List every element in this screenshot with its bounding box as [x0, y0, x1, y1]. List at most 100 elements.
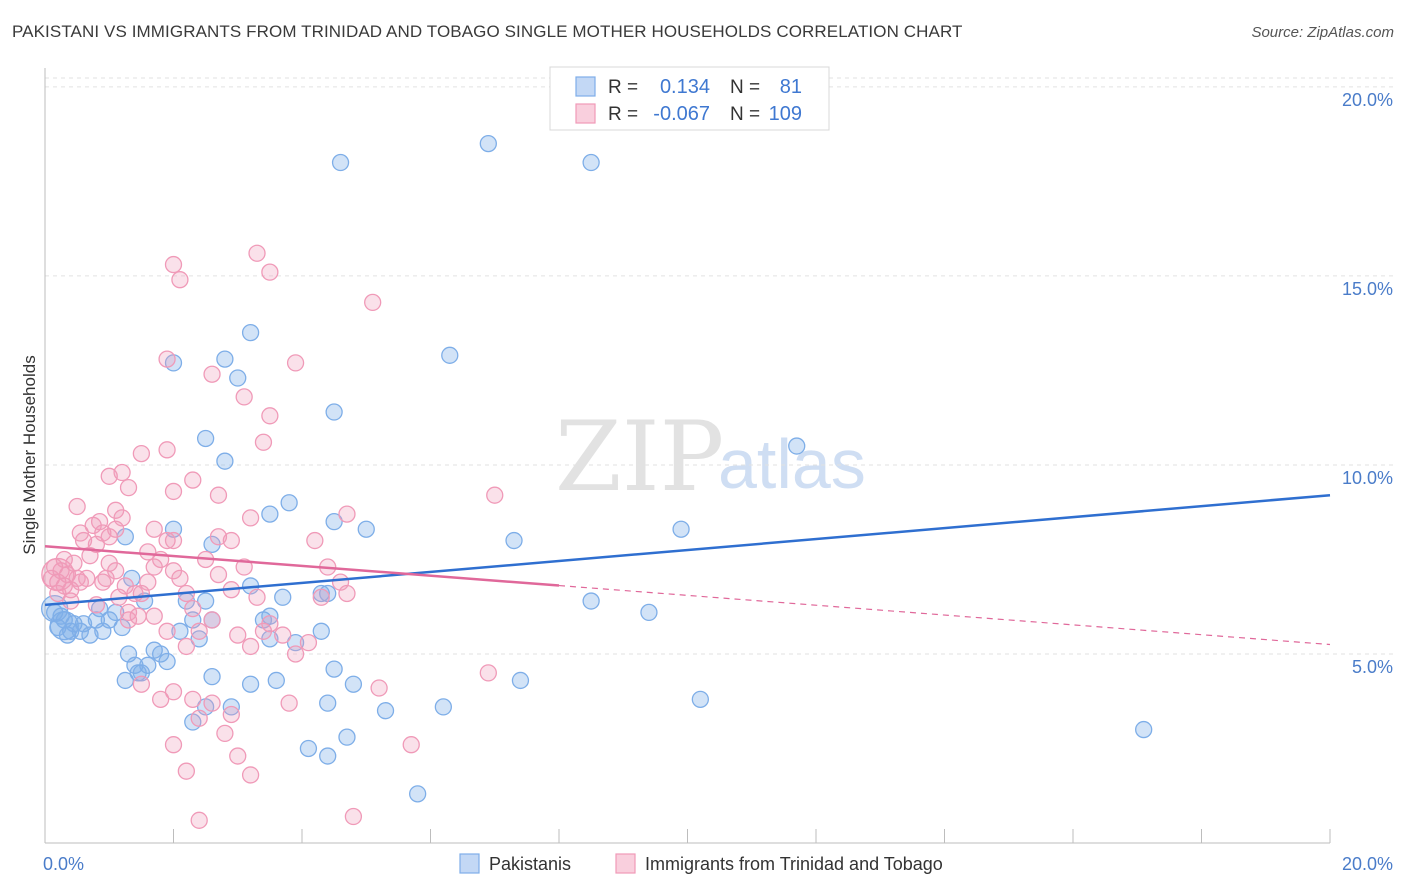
- chart-source: Source: ZipAtlas.com: [1251, 24, 1394, 41]
- trinidad-point: [139, 543, 157, 561]
- trinidad-point: [158, 350, 176, 368]
- pakistanis-point: [319, 747, 337, 765]
- pakistanis-point: [49, 610, 79, 641]
- legend-n-label-1: N =: [730, 77, 760, 98]
- trinidad-point: [229, 626, 247, 644]
- pakistanis-point: [299, 739, 318, 758]
- pakistanis-point: [1135, 720, 1153, 739]
- trinidad-point: [158, 441, 176, 459]
- pakistanis-point: [582, 153, 600, 172]
- trinidad-point: [222, 705, 240, 724]
- watermark-atlas: atlas: [718, 425, 866, 503]
- legend-swatch-trinidad: [575, 103, 596, 124]
- trinidad-point: [71, 524, 89, 542]
- trinidad-point: [364, 293, 382, 312]
- trinidad-point: [338, 505, 356, 523]
- trinidad-point: [171, 271, 189, 289]
- trinidad-point: [177, 637, 196, 656]
- trinidad-point: [132, 675, 151, 693]
- trinidad-point: [402, 736, 420, 754]
- trinidad-point: [209, 486, 228, 504]
- trinidad-point: [299, 633, 318, 652]
- pakistanis-point: [441, 346, 459, 364]
- y-tick-label: 5.0%: [1352, 657, 1393, 677]
- trinidad-point: [145, 607, 163, 625]
- trinidad-point: [164, 255, 183, 274]
- trinidad-point: [486, 486, 504, 504]
- trinidad-point: [229, 747, 247, 765]
- trinidad-point: [41, 557, 75, 592]
- trinidad-point: [164, 482, 183, 501]
- trinidad-point: [261, 263, 279, 281]
- pakistanis-point: [312, 622, 330, 640]
- trinidad-point: [164, 531, 183, 550]
- pakistanis-point: [116, 671, 134, 690]
- legend-r-label-2: R =: [608, 104, 638, 125]
- trinidad-point: [107, 562, 125, 580]
- pakistanis-point: [357, 520, 375, 538]
- axes: 5.0% 10.0% 15.0% 20.0% 0.0% 20.0%: [43, 68, 1393, 874]
- y-tick-label: 15.0%: [1342, 279, 1393, 299]
- pakistanis-point: [325, 660, 343, 678]
- trinidad-point: [248, 588, 266, 606]
- trinidad-point: [190, 622, 208, 640]
- trinidad-point: [203, 365, 221, 383]
- trinidad-point: [119, 478, 138, 497]
- legend-r-label-1: R =: [608, 77, 638, 98]
- trend-lines: [44, 493, 1331, 646]
- trinidad-point: [90, 513, 109, 531]
- watermark-zip: ZIP: [555, 401, 724, 513]
- trinidad-point: [286, 645, 305, 663]
- bottom-legend-swatch-trinidad: [615, 853, 636, 874]
- trinidad-point: [116, 577, 134, 595]
- trend-line-trinidad: [44, 544, 560, 587]
- pakistanis-point: [582, 592, 600, 610]
- pakistanis-point: [241, 323, 260, 342]
- trinidad-point: [177, 762, 196, 780]
- trinidad-point: [132, 444, 151, 463]
- legend-n-value-1: 81: [780, 76, 802, 98]
- trinidad-point: [190, 811, 208, 829]
- bottom-legend-label-trinidad: Immigrants from Trinidad and Tobago: [645, 854, 943, 874]
- legend-swatch-pakistanis: [575, 76, 596, 97]
- pakistanis-point: [344, 675, 363, 693]
- legend-n-label-2: N =: [730, 104, 760, 125]
- trinidad-point: [261, 407, 279, 425]
- pakistanis-point: [408, 785, 427, 803]
- trinidad-point: [216, 724, 234, 743]
- trinidad-point: [184, 471, 202, 489]
- pakistanis-point: [312, 584, 330, 603]
- trinidad-point: [100, 467, 118, 485]
- trend-line-pakistanis: [44, 493, 1331, 607]
- trinidad-point: [113, 463, 131, 482]
- trinidad-point: [235, 388, 253, 406]
- pakistanis-point: [203, 668, 221, 686]
- pakistanis-point: [511, 671, 530, 690]
- trinidad-point: [184, 599, 202, 618]
- pakistanis-point: [171, 622, 189, 640]
- pakistanis-point: [691, 690, 709, 708]
- pakistanis-point: [325, 513, 343, 531]
- trinidad-point: [190, 709, 208, 727]
- pakistanis-point: [241, 675, 260, 693]
- bottom-legend-swatch-pakistanis: [459, 853, 480, 874]
- pakistanis-point: [229, 369, 247, 387]
- series-trinidad-points: [41, 244, 504, 829]
- trinidad-point: [306, 531, 324, 550]
- y-tick-label: 20.0%: [1342, 90, 1393, 110]
- trinidad-point: [145, 520, 163, 538]
- trend-line-trinidad-extrapolated: [558, 584, 1331, 646]
- pakistanis-point: [216, 452, 234, 470]
- legend-r-value-2: -0.067: [653, 103, 710, 125]
- correlation-legend: R = 0.134 N = 81 R = -0.067 N = 109: [549, 66, 830, 131]
- legend-r-value-1: 0.134: [660, 76, 710, 98]
- pakistanis-point: [280, 494, 298, 512]
- pakistanis-point: [319, 694, 337, 712]
- bottom-legend-label-pakistanis: Pakistanis: [489, 854, 571, 874]
- y-axis-label: Single Mother Households: [20, 355, 39, 554]
- trinidad-point: [158, 622, 176, 640]
- trinidad-point: [241, 766, 260, 784]
- trinidad-point: [254, 622, 273, 640]
- pakistanis-point: [505, 531, 523, 550]
- trinidad-point: [68, 497, 86, 516]
